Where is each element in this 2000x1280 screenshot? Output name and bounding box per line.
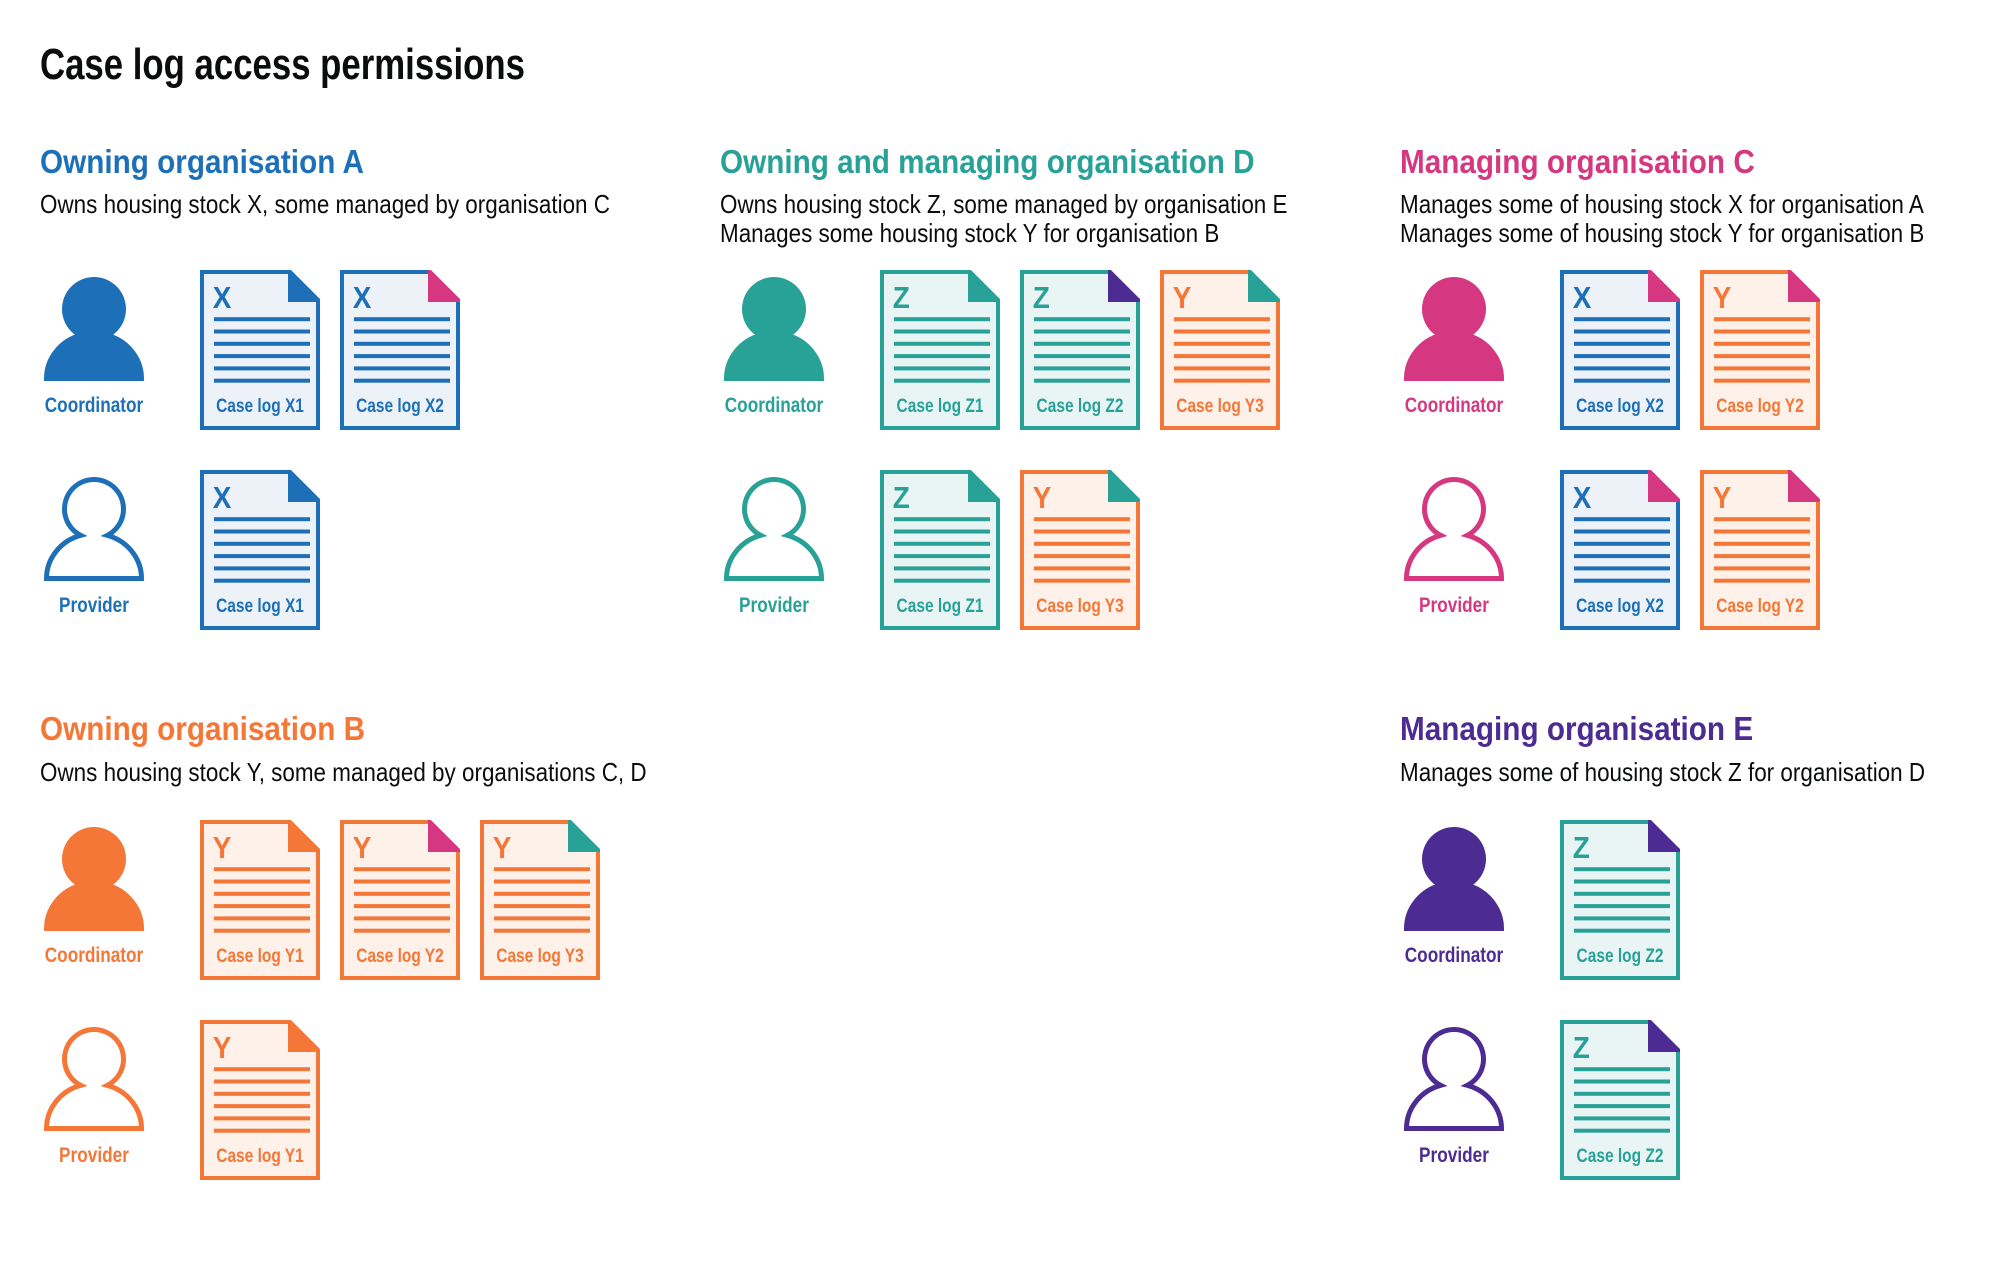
svg-text:Y: Y (1173, 281, 1192, 316)
svg-text:Case log Z1: Case log Z1 (897, 595, 984, 617)
svg-text:Case log Y3: Case log Y3 (1036, 595, 1124, 617)
svg-text:Case log X2: Case log X2 (1576, 595, 1664, 617)
svg-text:Case log Y2: Case log Y2 (1716, 595, 1803, 617)
svg-text:Case log Y3: Case log Y3 (496, 945, 584, 967)
svg-text:Case log X2: Case log X2 (1576, 395, 1664, 417)
svg-text:Y: Y (353, 831, 372, 866)
svg-text:Case log X1: Case log X1 (216, 395, 304, 417)
svg-text:X: X (1573, 481, 1592, 516)
svg-text:Case log Y1: Case log Y1 (216, 945, 304, 967)
svg-text:Z: Z (893, 281, 910, 316)
svg-text:Case log Y3: Case log Y3 (1176, 395, 1264, 417)
svg-text:X: X (353, 281, 372, 316)
svg-text:Y: Y (213, 1031, 232, 1066)
svg-text:Y: Y (1713, 481, 1732, 516)
svg-text:Y: Y (213, 831, 232, 866)
svg-text:Case log Z1: Case log Z1 (897, 395, 984, 417)
svg-text:Z: Z (1573, 831, 1590, 866)
svg-text:Case log Y2: Case log Y2 (1716, 395, 1803, 417)
svg-text:Y: Y (493, 831, 512, 866)
svg-text:Case log X1: Case log X1 (216, 595, 304, 617)
svg-text:X: X (213, 281, 232, 316)
svg-text:Case log X2: Case log X2 (356, 395, 444, 417)
svg-text:Case log Y1: Case log Y1 (216, 1145, 304, 1167)
svg-text:Case log Z2: Case log Z2 (1577, 945, 1664, 967)
svg-text:Case log Z2: Case log Z2 (1037, 395, 1124, 417)
svg-text:Y: Y (1713, 281, 1732, 316)
svg-text:Z: Z (893, 481, 910, 516)
svg-text:Y: Y (1033, 481, 1052, 516)
svg-text:X: X (213, 481, 232, 516)
svg-text:Case log Y2: Case log Y2 (356, 945, 443, 967)
svg-text:X: X (1573, 281, 1592, 316)
svg-text:Case log Z2: Case log Z2 (1577, 1145, 1664, 1167)
svg-text:Z: Z (1573, 1031, 1590, 1066)
svg-text:Z: Z (1033, 281, 1050, 316)
